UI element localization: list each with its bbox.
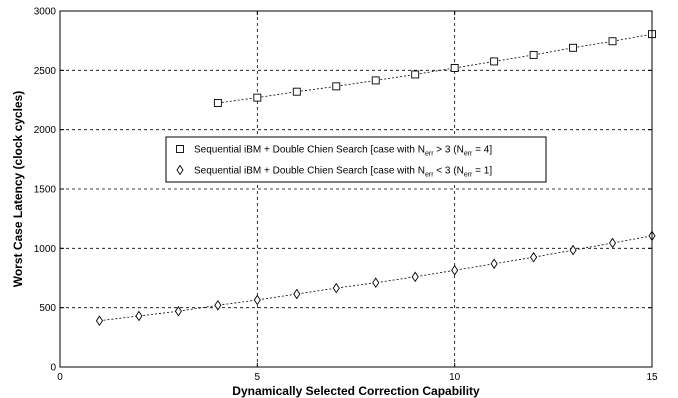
diamond-point: [372, 277, 380, 289]
y-tick-label: 2500: [34, 66, 57, 77]
y-tick-label: 3000: [34, 7, 57, 18]
square-point: [529, 50, 538, 59]
y-tick-label: 2000: [34, 125, 57, 136]
diamond-point: [569, 244, 577, 256]
series-line: [99, 235, 653, 322]
square-point: [411, 70, 420, 79]
diamond-point: [411, 271, 419, 283]
square-point: [450, 64, 459, 72]
x-tick-label: 15: [646, 372, 658, 383]
diamond-point: [451, 264, 459, 276]
legend-box: [165, 136, 547, 183]
y-tick-label: 500: [39, 303, 56, 314]
series-1: [213, 30, 656, 107]
legend-entry-1: Sequential iBM + Double Chien Search [ca…: [176, 145, 492, 158]
square-point: [490, 57, 499, 66]
x-tick-label: 0: [57, 372, 63, 383]
diamond-point: [608, 237, 617, 249]
diamond-point: [293, 288, 301, 300]
diamond-point: [95, 315, 104, 327]
square-point: [608, 37, 617, 46]
square-point: [569, 43, 578, 52]
x-tick-label: 5: [255, 372, 261, 383]
legend: Sequential iBM + Double Chien Search [ca…: [165, 136, 547, 183]
y-tick-label: 1000: [34, 244, 57, 255]
plot-frame: [59, 10, 653, 368]
y-tick-label: 0: [50, 363, 56, 374]
square-point: [371, 76, 380, 85]
x-axis-label: Dynamically Selected Correction Capabili…: [232, 384, 480, 398]
series-group: [95, 30, 656, 327]
y-tick-label: 1500: [34, 185, 57, 196]
square-point: [213, 99, 222, 107]
diamond-point: [214, 299, 222, 311]
square-point: [332, 82, 341, 91]
legend-square-marker: [176, 145, 184, 153]
square-point: [253, 93, 262, 102]
series-2: [95, 230, 656, 327]
y-axis-label: Worst Case Latency (clock cycles): [11, 91, 25, 288]
legend-label: Sequential iBM + Double Chien Search [ca…: [194, 145, 492, 158]
series-line: [217, 33, 653, 104]
diamond-point: [490, 258, 498, 270]
square-point: [292, 87, 301, 96]
axis-ticks: 0 5 10 15 0 500 1000 1500 2000 2500 3000: [34, 7, 658, 384]
diamond-point: [332, 282, 340, 294]
x-tick-label: 10: [449, 372, 461, 383]
legend-label: Sequential iBM + Double Chien Search [ca…: [194, 166, 492, 179]
legend-entry-2: Sequential iBM + Double Chien Search [ca…: [176, 164, 492, 179]
diamond-point: [530, 251, 538, 263]
diamond-point: [174, 305, 182, 317]
diamond-point: [135, 310, 143, 322]
diamond-point: [253, 294, 261, 306]
legend-diamond-marker: [176, 164, 184, 176]
grid-lines: [60, 11, 652, 367]
